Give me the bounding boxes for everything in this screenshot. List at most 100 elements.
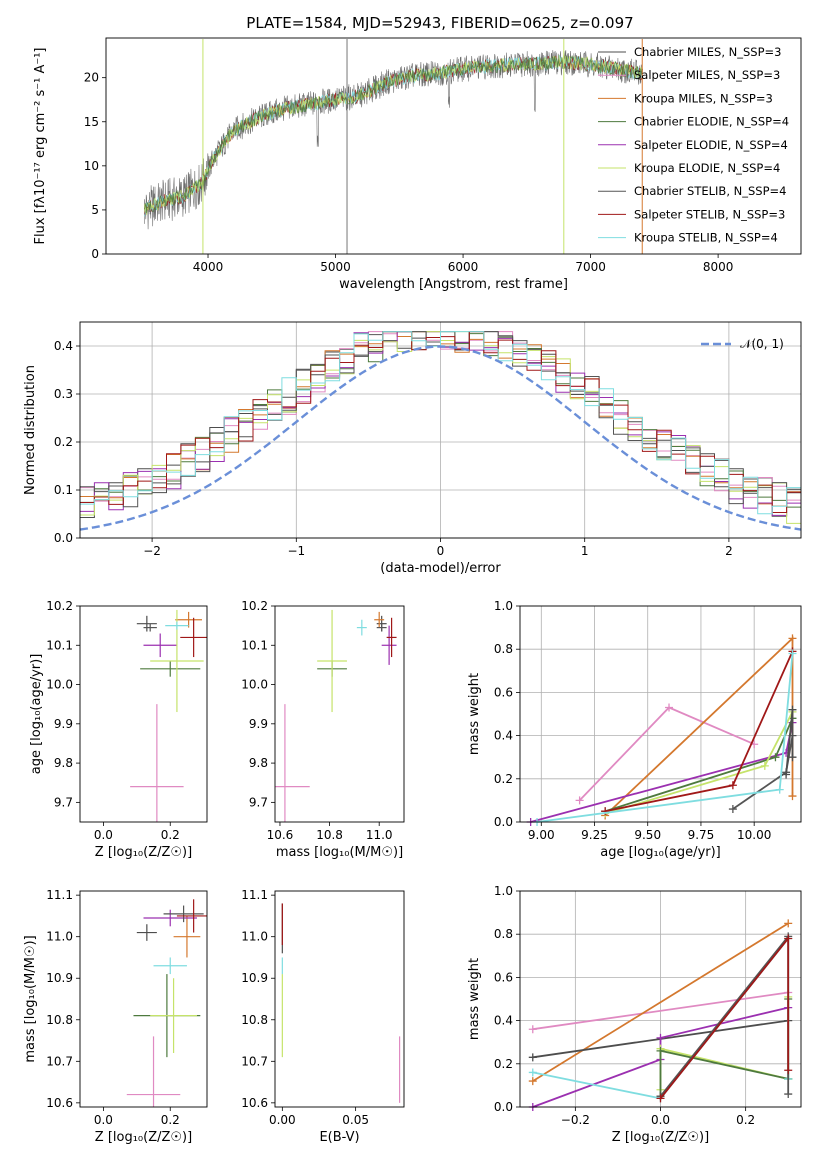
weight-line-kroupa_miles xyxy=(532,922,789,1082)
x-tick-label: 0.2 xyxy=(161,1113,180,1127)
x-tick-label: 11.0 xyxy=(366,828,393,842)
errorbar-kroupa_stelib xyxy=(356,619,367,636)
y-tick-label: 10.0 xyxy=(241,678,268,692)
y-tick-label: 10.8 xyxy=(241,1013,268,1027)
legend-entry-kroupa_stelib: Kroupa STELIB, N_SSP=4 xyxy=(634,231,778,245)
x-tick-label: 10.00 xyxy=(737,828,771,842)
weight-point-kroupa_stelib xyxy=(788,649,797,658)
weight-point-chabrier_elodie xyxy=(771,753,780,762)
x-tick-label: −2 xyxy=(143,544,161,558)
plot-frame xyxy=(274,605,405,823)
x-tick-label: 0.05 xyxy=(342,1113,369,1127)
x-tick-label: 9.00 xyxy=(528,828,555,842)
weight-line-salpeter_miles xyxy=(532,991,789,1031)
x-tick-label: 9.25 xyxy=(581,828,608,842)
legend-entry-kroupa_miles: Kroupa MILES, N_SSP=3 xyxy=(634,91,773,105)
weight-point-chabrier_miles xyxy=(788,753,797,762)
x-tick-label: 0.0 xyxy=(651,1113,670,1127)
spectrum-legend: Chabrier MILES, N_SSP=3 Salpeter MILES, N… xyxy=(598,45,789,245)
errorbar-kroupa_elodie xyxy=(150,978,197,1053)
x-axis-label: Z [log₁₀(Z/Z☉)] xyxy=(95,845,192,860)
errorbar-chabrier_miles xyxy=(136,924,157,941)
errorbar-chabrier_miles xyxy=(136,615,157,632)
x-axis-label: E(B-V) xyxy=(319,1130,359,1145)
y-tick-label: 9.7 xyxy=(54,795,73,809)
weight-point-salpeter_stelib xyxy=(784,1066,793,1075)
plot-frame xyxy=(79,890,208,1108)
legend-entry-normal: 𝒩(0, 1) xyxy=(740,337,784,351)
errorbar-salpeter_elodie xyxy=(143,633,177,658)
errorbar-kroupa_elodie xyxy=(317,609,347,713)
legend-entry-chabrier_miles: Chabrier MILES, N_SSP=3 xyxy=(634,45,781,59)
plot-frame xyxy=(105,37,802,255)
y-tick-label: 0.4 xyxy=(54,339,73,353)
weight-point-chabrier_stelib xyxy=(784,1090,793,1099)
grid-lines xyxy=(520,605,801,823)
weight-point-salpeter_stelib xyxy=(656,1094,665,1103)
x-axis-label: (data-model)/error xyxy=(380,561,501,576)
y-tick-label: 9.8 xyxy=(249,756,268,770)
residual-histogram-panel: −2 −1 0 1 2 0.0 0.1 0.2 0.3 0.4 (data-model)/error… xyxy=(23,321,802,576)
errorbar-kroupa_miles xyxy=(175,611,202,628)
weight-point-salpeter_stelib xyxy=(601,807,610,816)
errorbar-salpeter_stelib xyxy=(176,899,207,933)
legend-entry-kroupa_elodie: Kroupa ELODIE, N_SSP=4 xyxy=(634,161,780,175)
errorbar-kroupa_miles xyxy=(173,915,201,958)
x-axis-label: age [log₁₀(age/yr)] xyxy=(600,845,721,860)
y-tick-label: 0.4 xyxy=(494,1014,513,1028)
x-tick-label: 5000 xyxy=(320,260,351,274)
y-tick-label: 0.2 xyxy=(494,1057,513,1071)
weight-point-kroupa_miles xyxy=(788,634,797,643)
y-tick-label: 9.9 xyxy=(54,717,73,731)
error-bars xyxy=(126,899,207,1107)
x-tick-label: 0.0 xyxy=(94,1113,113,1127)
y-tick-label: 0.2 xyxy=(494,772,513,786)
errorbar-kroupa_stelib xyxy=(153,957,187,975)
age-vs-mass-panel: 10.6 10.8 11.0 9.7 9.8 9.9 10.0 10.1 10.2 mass [l… xyxy=(241,599,405,860)
y-tick-label: 20 xyxy=(84,71,99,85)
histogram-salpeter_miles xyxy=(80,331,801,502)
y-axis-label: mass weight xyxy=(467,958,482,1040)
normal-distribution-curve xyxy=(79,345,802,531)
x-tick-label: 9.75 xyxy=(688,828,715,842)
plot-frame xyxy=(274,890,405,1108)
y-tick-label: 10 xyxy=(84,159,99,173)
weight-point-kroupa_stelib xyxy=(528,1068,537,1077)
mass-vs-metallicity-panel: 0.0 0.2 10.6 10.7 10.8 10.9 11.0 11.1 Z [log₁₀(Z… xyxy=(23,888,208,1145)
y-tick-label: 10.6 xyxy=(46,1096,73,1110)
model-spectrum-kroupa_elodie xyxy=(143,55,643,215)
errorbar-salpeter_elodie xyxy=(143,909,197,927)
y-tick-label: 10.1 xyxy=(46,638,73,652)
x-tick-label: 10.8 xyxy=(316,828,343,842)
legend-entry-chabrier_stelib: Chabrier STELIB, N_SSP=4 xyxy=(634,184,786,198)
y-tick-label: 10.8 xyxy=(46,1013,73,1027)
y-tick-label: 10.2 xyxy=(46,599,73,613)
y-tick-label: 9.9 xyxy=(249,717,268,731)
x-axis-label: Z [log₁₀(Z/Z☉)] xyxy=(95,1130,192,1145)
weight-point-chabrier_miles xyxy=(782,770,791,779)
errorbar-chabrier_stelib xyxy=(143,623,157,632)
y-tick-label: 11.0 xyxy=(46,930,73,944)
y-tick-label: 10.1 xyxy=(241,638,268,652)
y-tick-label: 0.4 xyxy=(494,729,513,743)
x-axis-label: wavelength [Angstrom, rest frame] xyxy=(339,277,568,292)
weight-point-salpeter_miles xyxy=(665,703,674,712)
errorbar-salpeter_stelib xyxy=(180,617,207,658)
x-tick-label: 4000 xyxy=(193,260,224,274)
error-bars xyxy=(281,903,401,1103)
y-axis-label: Normed distribution xyxy=(23,365,38,495)
y-tick-label: 0.0 xyxy=(494,815,513,829)
histogram-salpeter_elodie xyxy=(80,331,801,516)
x-tick-label: 2 xyxy=(725,544,733,558)
errorbar-salpeter_miles xyxy=(275,704,310,822)
x-tick-label: −1 xyxy=(287,544,305,558)
x-axis-label: mass [log₁₀(M/M☉)] xyxy=(276,845,403,860)
x-tick-label: 0.0 xyxy=(94,828,113,842)
legend-entry-chabrier_elodie: Chabrier ELODIE, N_SSP=4 xyxy=(634,115,789,129)
plot-frame xyxy=(519,890,802,1108)
y-axis-label: mass [log₁₀(M/M☉)] xyxy=(23,935,38,1062)
errorbar-chabrier_elodie xyxy=(140,660,201,677)
x-axis-label: Z [log₁₀(Z/Z☉)] xyxy=(612,1130,709,1145)
y-tick-label: 0.8 xyxy=(494,927,513,941)
spectrum-panel: 4000 5000 6000 7000 8000 0 5 10 15 20 wavelength [… xyxy=(33,37,802,292)
